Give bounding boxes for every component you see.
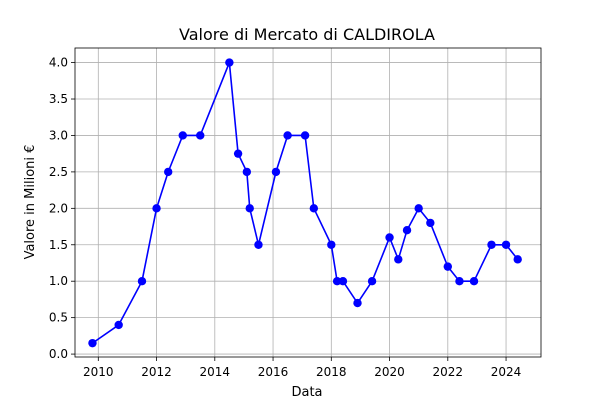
data-point — [394, 255, 403, 264]
x-tick-label: 2024 — [491, 365, 522, 379]
y-tick-label: 4.0 — [49, 56, 68, 70]
y-tick-label: 0.5 — [49, 311, 68, 325]
x-tick-label: 2018 — [316, 365, 347, 379]
y-tick-label: 2.0 — [49, 201, 68, 215]
y-axis-title: Valore in Milioni € — [23, 145, 38, 260]
chart-title: Valore di Mercato di CALDIROLA — [179, 25, 435, 44]
data-point — [501, 240, 511, 249]
y-tick-label: 1.5 — [49, 238, 68, 252]
data-point — [233, 149, 243, 158]
data-point — [196, 131, 205, 140]
data-point — [114, 320, 123, 330]
data-point — [426, 218, 435, 228]
x-tick-label: 2012 — [141, 365, 172, 379]
data-point — [367, 277, 377, 286]
data-point — [513, 255, 522, 264]
x-tick-label: 2016 — [258, 365, 289, 379]
data-point — [152, 204, 161, 213]
axes: 2010 2012 2014 2016 2018 2020 2022 2024 0.0 0.5 1.… — [49, 47, 542, 379]
data-point — [469, 277, 479, 286]
data-point — [283, 131, 292, 140]
y-tick-label: 3.0 — [49, 128, 68, 142]
data-point — [271, 167, 281, 177]
data-point — [137, 277, 147, 286]
y-tick-label: 3.5 — [49, 92, 68, 106]
data-point — [353, 298, 362, 308]
data-point — [245, 204, 254, 213]
x-tick-label: 2014 — [200, 365, 231, 379]
plot-frame — [74, 47, 542, 358]
y-tick-label: 2.5 — [49, 165, 68, 179]
data-point — [402, 225, 412, 235]
data-point — [385, 233, 394, 242]
data-point — [455, 277, 464, 286]
data-point — [164, 167, 173, 177]
data-point — [443, 262, 452, 271]
data-point — [327, 240, 336, 249]
x-axis-title: Data — [291, 385, 322, 400]
data-point — [332, 277, 342, 286]
data-point — [487, 240, 496, 249]
data-point — [300, 131, 310, 140]
x-tick-label: 2010 — [83, 365, 114, 379]
data-point — [242, 167, 252, 177]
data-point — [178, 131, 187, 140]
data-point — [225, 58, 234, 67]
data-point — [414, 204, 423, 213]
data-point — [88, 338, 97, 348]
data-point — [254, 240, 263, 249]
x-tick-label: 2020 — [374, 365, 405, 379]
y-tick-label: 1.0 — [49, 274, 68, 288]
x-tick-label: 2022 — [433, 365, 464, 379]
data-point — [338, 277, 348, 286]
data-point — [309, 204, 319, 213]
y-tick-label: 0.0 — [49, 347, 68, 361]
series — [88, 58, 522, 348]
